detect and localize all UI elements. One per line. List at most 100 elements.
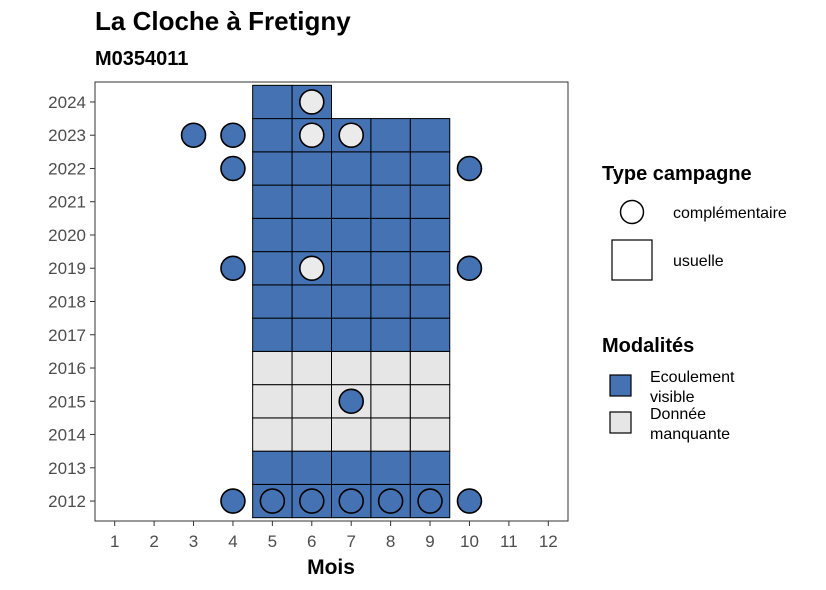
tile-2013-6 (291, 450, 333, 485)
tile-2019-9 (409, 251, 451, 286)
legend-shape-label: complémentaire (673, 205, 787, 222)
legend-shape-title: Type campagne (602, 163, 752, 185)
legend-circle-icon (619, 199, 645, 225)
tile-2019-5 (252, 251, 293, 286)
tile-2023-5 (252, 118, 293, 153)
x-tick-label: 6 (307, 532, 316, 551)
tile-2019-8 (370, 251, 411, 286)
tile-2015-9 (409, 384, 451, 419)
point-2012-10 (456, 488, 483, 514)
tile-2014-5 (252, 417, 293, 452)
chart-title: La Cloche à Fretigny (95, 6, 351, 36)
tile-2014-7 (331, 417, 372, 452)
tile-2018-9 (409, 284, 451, 319)
legend-shape-label: usuelle (673, 253, 724, 270)
point-2022-4 (220, 155, 246, 182)
y-tick-label: 2023 (48, 126, 86, 145)
axes-layer: 1 2 3 4 5 6 7 8 9 10 11 122012201320142015201620172… (48, 93, 558, 551)
tile-2022-5 (252, 151, 293, 186)
tile-2020-7 (331, 217, 372, 253)
tile-2022-6 (291, 151, 333, 186)
tiles-layer (252, 84, 451, 519)
y-tick-label: 2018 (48, 293, 86, 312)
y-tick-label: 2015 (48, 392, 86, 411)
tile-2014-8 (370, 417, 411, 452)
tile-2017-6 (291, 317, 333, 352)
legend-fill-label: visible (650, 389, 695, 406)
point-2012-6 (299, 488, 325, 514)
point-2012-9 (417, 488, 443, 514)
tile-2021-8 (370, 184, 411, 219)
tile-2022-9 (409, 151, 451, 186)
tile-2015-6 (291, 384, 333, 419)
x-tick-label: 2 (149, 532, 158, 551)
tile-2018-7 (331, 284, 372, 319)
y-tick-label: 2014 (48, 426, 86, 445)
x-tick-label: 7 (346, 532, 355, 551)
tile-2020-6 (291, 217, 333, 253)
tile-2021-6 (291, 184, 333, 219)
chart-subtitle: M0354011 (95, 48, 188, 70)
tile-2018-8 (370, 284, 411, 319)
tile-2023-8 (370, 118, 411, 153)
tile-2018-6 (291, 284, 333, 319)
legend-fill-label: manquante (650, 426, 730, 443)
y-tick-label: 2021 (48, 193, 86, 212)
tile-2014-9 (409, 417, 451, 452)
point-2012-8 (377, 488, 404, 514)
point-2024-6 (299, 89, 325, 115)
point-2012-7 (338, 488, 364, 514)
legend-fill-label: Donnée (650, 406, 706, 423)
tile-2016-8 (370, 350, 411, 386)
tile-2017-7 (331, 317, 372, 352)
x-tick-label: 12 (539, 532, 558, 551)
tile-2016-5 (252, 350, 293, 386)
x-tick-label: 5 (268, 532, 277, 551)
point-2023-6 (299, 122, 325, 148)
y-tick-label: 2024 (48, 93, 86, 112)
tile-2016-7 (331, 350, 372, 386)
x-tick-label: 8 (386, 532, 395, 551)
legend: Type campagne Modalités complémentaire us… (602, 163, 787, 443)
y-tick-label: 2022 (48, 159, 86, 178)
point-2023-4 (220, 122, 246, 148)
point-2019-6 (299, 255, 325, 282)
tile-2018-5 (252, 284, 293, 319)
x-tick-label: 10 (460, 532, 479, 551)
legend-fill-title: Modalités (602, 335, 694, 357)
tile-2022-7 (331, 151, 372, 186)
x-tick-label: 3 (189, 532, 198, 551)
y-tick-label: 2012 (48, 492, 86, 511)
tile-2017-5 (252, 317, 293, 352)
y-tick-label: 2016 (48, 359, 86, 378)
point-2012-4 (220, 488, 246, 514)
tile-2014-6 (291, 417, 333, 452)
y-tick-label: 2013 (48, 459, 86, 478)
tile-2019-7 (331, 251, 372, 286)
x-tick-label: 11 (500, 532, 518, 551)
tile-2013-9 (409, 450, 451, 485)
tile-2015-8 (370, 384, 411, 419)
legend-square-icon (611, 239, 653, 281)
legend-fill-label: Ecoulement (650, 369, 735, 386)
tile-2016-6 (291, 350, 333, 386)
x-tick-label: 4 (228, 532, 237, 551)
y-tick-label: 2020 (48, 226, 86, 245)
tile-2020-5 (252, 217, 293, 253)
tile-2017-9 (409, 317, 451, 352)
tile-2016-9 (409, 350, 451, 386)
x-tick-label: 9 (425, 532, 434, 551)
tile-2015-5 (252, 384, 293, 419)
tile-2021-9 (409, 184, 451, 219)
tile-2021-5 (252, 184, 293, 219)
tile-2020-8 (370, 217, 411, 253)
y-tick-label: 2019 (48, 259, 86, 278)
tile-2021-7 (331, 184, 372, 219)
tile-2023-9 (409, 118, 451, 153)
tile-2013-8 (370, 450, 411, 485)
point-2019-4 (220, 255, 246, 282)
point-2015-7 (338, 388, 364, 415)
x-tick-label: 1 (110, 532, 119, 551)
